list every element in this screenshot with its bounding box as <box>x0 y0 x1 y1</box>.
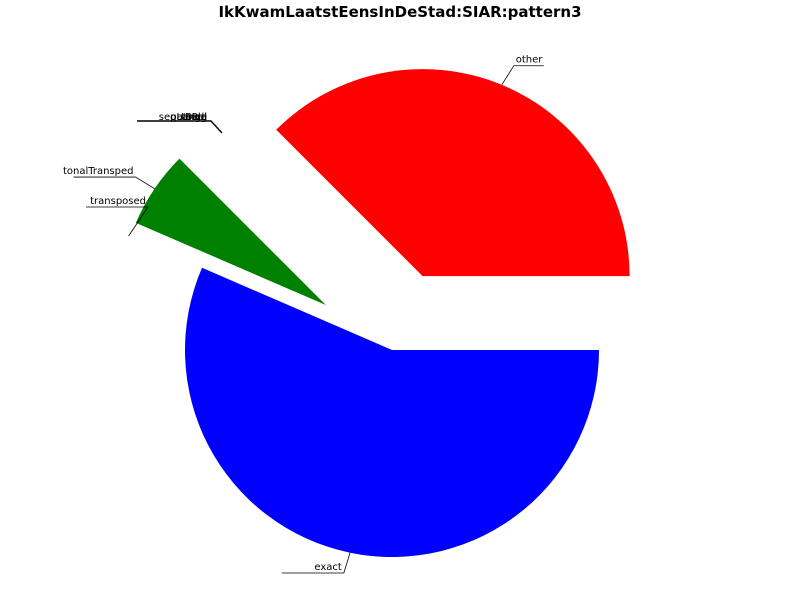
leader-line-overlap <box>137 120 223 134</box>
slice-label-transposed: transposed <box>90 196 146 207</box>
slice-label-overlap-4: pattern <box>170 112 207 123</box>
slice-label-overlap-3: sequence <box>159 112 207 123</box>
pie-slice-other <box>276 69 630 277</box>
slice-label-overlap-5: ll <box>201 112 207 123</box>
leader-line-tonaltransped <box>73 176 155 190</box>
slice-label-other: other <box>516 55 544 66</box>
slice-label-tonaltransped: tonalTransped <box>63 166 134 177</box>
slice-label-exact: exact <box>314 562 342 573</box>
leader-line-transposed <box>86 206 149 237</box>
slice-label-overlap-0: tBelg <box>181 112 207 123</box>
pie-slice-tonaltransped <box>135 158 326 306</box>
slice-labels: other tonalTransped transposed exact tBelgRe… <box>63 55 543 573</box>
leader-line-other <box>501 65 544 86</box>
slice-label-overlap-2: Lange <box>176 112 207 123</box>
chart-title: IkKwamLaatstEensInDeStad:SIAR:pattern3 <box>218 3 582 21</box>
slice-label-overlap-1: Rel <box>192 112 207 123</box>
pie-slice-exact <box>184 267 600 558</box>
leader-lines <box>73 65 544 574</box>
leader-line-exact <box>281 552 351 574</box>
pie-slices <box>135 69 630 558</box>
